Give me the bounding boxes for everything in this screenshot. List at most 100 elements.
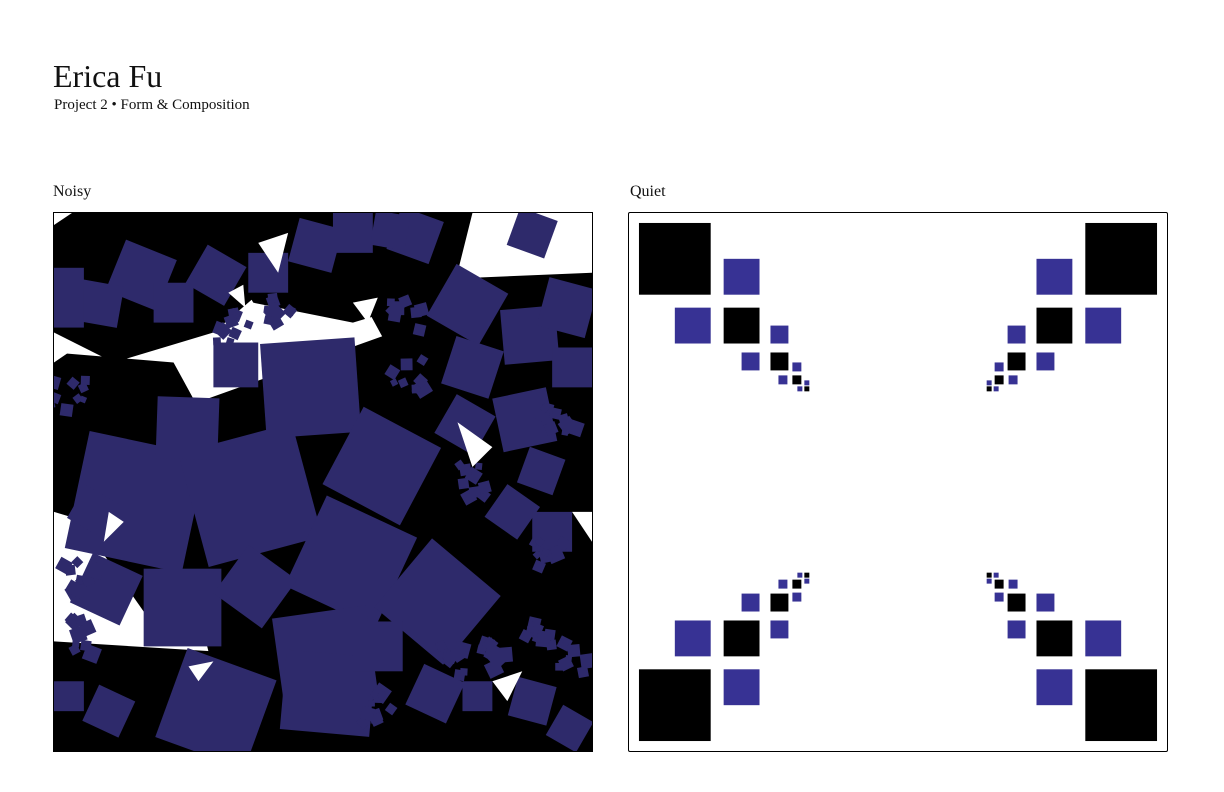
quiet-blue-square [1085, 307, 1122, 344]
quiet-blue-square [741, 593, 760, 612]
noisy-gap-shard [188, 661, 214, 682]
noisy-navy-square [213, 544, 298, 629]
quiet-black-square [792, 375, 802, 385]
noisy-small-square [518, 628, 534, 644]
noisy-small-square [214, 322, 233, 340]
quiet-blue-square [778, 579, 788, 589]
quiet-blue-square [804, 578, 810, 584]
quiet-blue-square [986, 578, 992, 584]
noisy-small-square [475, 462, 483, 470]
noisy-small-square [212, 337, 222, 346]
noisy-navy-square [462, 681, 493, 712]
project-subtitle: Project 2 • Form & Composition [54, 97, 250, 113]
noisy-small-square [384, 364, 401, 381]
noisy-small-square [228, 326, 242, 341]
quiet-blue-square [1007, 620, 1026, 639]
quiet-blue-square [770, 620, 789, 639]
noisy-gap-shard [572, 511, 592, 542]
noisy-gap-shard [54, 340, 76, 363]
noisy-small-square [81, 643, 102, 664]
noisy-navy-square [64, 431, 207, 573]
quiet-black-square [723, 620, 760, 657]
noisy-gap-shard [228, 284, 246, 308]
noisy-small-square [543, 421, 559, 437]
quiet-composition [628, 212, 1168, 752]
quiet-black-square [804, 572, 810, 578]
quiet-blue-square [1008, 375, 1018, 385]
quiet-black-square [638, 669, 711, 742]
noisy-navy-square [54, 267, 84, 328]
quiet-blue-square [994, 362, 1004, 372]
quiet-black-square [804, 386, 810, 392]
quiet-blue-square [1007, 325, 1026, 344]
noisy-small-square [384, 702, 398, 716]
noisy-small-square [225, 337, 235, 347]
noisy-small-square [482, 636, 499, 653]
noisy-small-square [557, 655, 574, 672]
quiet-black-square [986, 572, 992, 578]
noisy-small-square [416, 354, 429, 366]
noisy-navy-square [536, 277, 592, 339]
noisy-navy-square [213, 342, 259, 388]
noisy-small-square [536, 630, 551, 644]
quiet-blue-square [1008, 579, 1018, 589]
noisy-navy-square [426, 263, 509, 346]
noisy-navy-square [284, 495, 418, 628]
quiet-blue-square [778, 375, 788, 385]
noisy-navy-square [279, 649, 377, 737]
noisy-small-square [449, 644, 469, 664]
noisy-small-square [528, 538, 539, 548]
noisy-artwork [54, 213, 592, 751]
noisy-small-square [54, 374, 62, 390]
noisy-navy-square [248, 252, 289, 293]
noisy-small-square [359, 705, 376, 722]
quiet-panel-label: Quiet [630, 183, 666, 200]
noisy-small-square [376, 690, 388, 702]
noisy-navy-square [143, 568, 222, 647]
quiet-blue-square [1085, 620, 1122, 657]
noisy-small-square [368, 700, 375, 707]
quiet-blue-square [993, 572, 999, 578]
quiet-black-square [1007, 593, 1026, 612]
noisy-navy-square [153, 282, 194, 323]
noisy-small-square [411, 384, 422, 395]
quiet-blue-square [792, 592, 802, 602]
noisy-navy-square [155, 648, 277, 751]
quiet-black-square [770, 593, 789, 612]
quiet-blue-square [797, 386, 803, 392]
noisy-small-square [66, 376, 80, 390]
noisy-gap-shard [492, 671, 523, 702]
noisy-navy-square [441, 336, 504, 399]
noisy-navy-square [552, 347, 592, 388]
noisy-small-square [579, 652, 592, 670]
noisy-small-square [527, 626, 534, 633]
quiet-blue-square [994, 592, 1004, 602]
noisy-navy-square [288, 217, 343, 273]
noisy-small-square [282, 303, 298, 319]
quiet-blue-square [674, 620, 711, 657]
quiet-black-square [986, 386, 992, 392]
noisy-navy-square [322, 406, 442, 526]
noisy-navy-square [370, 213, 411, 251]
noisy-small-square [400, 358, 413, 371]
quiet-blue-square [770, 325, 789, 344]
noisy-navy-square [484, 484, 541, 540]
quiet-black-square [1007, 352, 1026, 371]
noisy-small-square [457, 477, 470, 490]
noisy-small-square [387, 308, 402, 323]
noisy-small-square [477, 480, 492, 495]
noisy-small-square [460, 668, 468, 676]
quiet-blue-square [741, 352, 760, 371]
quiet-blue-square [804, 380, 810, 386]
noisy-small-square [69, 625, 88, 645]
noisy-small-square [459, 463, 472, 477]
noisy-navy-square [82, 684, 136, 738]
noisy-small-square [59, 403, 74, 417]
noisy-small-square [389, 378, 399, 387]
quiet-blue-square [723, 258, 760, 295]
noisy-gap-shard [103, 511, 124, 542]
noisy-navy-square [185, 244, 247, 306]
noisy-small-square [64, 579, 83, 597]
quiet-black-square [994, 579, 1004, 589]
quiet-blue-square [1036, 352, 1055, 371]
